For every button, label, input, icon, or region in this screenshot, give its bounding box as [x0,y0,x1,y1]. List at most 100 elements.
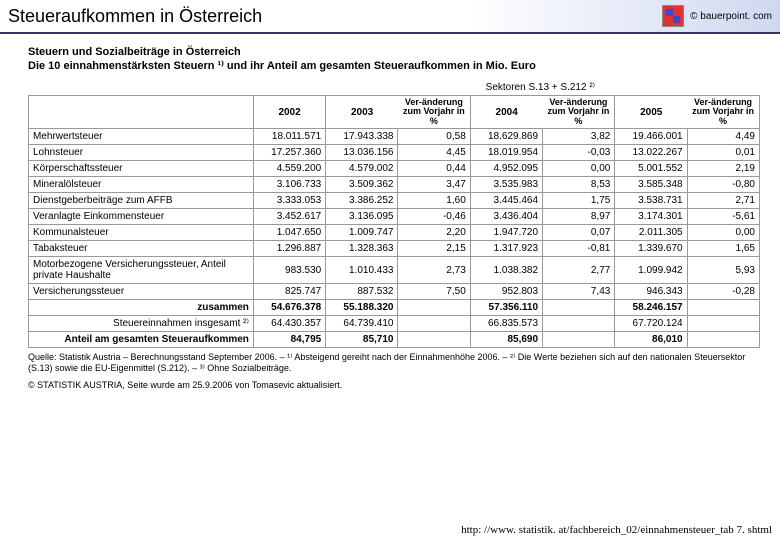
cell: 17.943.338 [326,129,398,145]
cell: 0,07 [543,225,615,241]
cell: 2,73 [398,257,470,284]
cell: -0,46 [398,209,470,225]
table-row: Dienstgeberbeiträge zum AFFB3.333.0533.3… [29,193,760,209]
cell: 3.174.301 [615,209,687,225]
cell: 3.386.252 [326,193,398,209]
cell: 1.317.923 [470,241,542,257]
cell [398,316,470,332]
cell: 2,20 [398,225,470,241]
cell: 3,47 [398,177,470,193]
cell: 3.509.362 [326,177,398,193]
table-title: Steuern und Sozialbeiträge in Österreich [28,46,760,58]
cell: 0,58 [398,129,470,145]
table-row: Kommunalsteuer1.047.6501.009.7472,201.94… [29,225,760,241]
footnotes: Quelle: Statistik Austria – Berechnungss… [28,352,760,374]
cell: 18.629.869 [470,129,542,145]
cell: 5,93 [687,257,759,284]
row-label: Versicherungssteuer [29,284,254,300]
cell: 64.430.357 [253,316,325,332]
cell: 1.328.363 [326,241,398,257]
cell: 3.436.404 [470,209,542,225]
source-url: http: //www. statistik. at/fachbereich_0… [461,524,772,536]
cell: -0,80 [687,177,759,193]
total-label: Anteil am gesamten Steueraufkommen [29,332,254,348]
cell [543,332,615,348]
table-row: Versicherungssteuer825.747887.5327,50952… [29,284,760,300]
table-row: Motorbezogene Versicherungssteuer, Antei… [29,257,760,284]
cell: 2.011.305 [615,225,687,241]
table-footer: zusammen54.676.37855.188.32057.356.11058… [29,300,760,348]
col-pct-2003: Ver-änderung zum Vorjahr in % [398,96,470,129]
cell: 17.257.360 [253,145,325,161]
row-label: Körperschaftssteuer [29,161,254,177]
cell: 3.106.733 [253,177,325,193]
cell: 5.001.552 [615,161,687,177]
table-row: Veranlagte Einkommensteuer3.452.6173.136… [29,209,760,225]
cell: 1.047.650 [253,225,325,241]
table-row: Mineralölsteuer3.106.7333.509.3623,473.5… [29,177,760,193]
cell: -0,28 [687,284,759,300]
cell: 8,53 [543,177,615,193]
tax-table: 2002 2003 Ver-änderung zum Vorjahr in % … [28,95,760,348]
cell: 983.530 [253,257,325,284]
cell: 7,43 [543,284,615,300]
page-title: Steueraufkommen in Österreich [8,6,262,27]
cell: 946.343 [615,284,687,300]
cell: -5,61 [687,209,759,225]
cell: 85,710 [326,332,398,348]
table-subtitle: Die 10 einnahmenstärksten Steuern ¹⁾ und… [28,59,760,72]
cell: 1.099.942 [615,257,687,284]
cell: 1,75 [543,193,615,209]
col-pct-2004: Ver-änderung zum Vorjahr in % [543,96,615,129]
cell: 8,97 [543,209,615,225]
cell: 13.036.156 [326,145,398,161]
cell [398,300,470,316]
cell: 3.535.983 [470,177,542,193]
cell: 3,82 [543,129,615,145]
cell: 887.532 [326,284,398,300]
table-row: Lohnsteuer17.257.36013.036.1564,4518.019… [29,145,760,161]
statistik-austria-note: © STATISTIK AUSTRIA, Seite wurde am 25.9… [28,380,760,390]
header-right: © bauerpoint. com [662,5,772,27]
row-label: Mineralölsteuer [29,177,254,193]
col-2004: 2004 [470,96,542,129]
col-2003: 2003 [326,96,398,129]
cell: 0,44 [398,161,470,177]
cell: 3.445.464 [470,193,542,209]
row-label: Veranlagte Einkommensteuer [29,209,254,225]
cell: 3.136.095 [326,209,398,225]
table-row: Körperschaftssteuer4.559.2004.579.0020,4… [29,161,760,177]
total-row: Anteil am gesamten Steueraufkommen84,795… [29,332,760,348]
cell: 825.747 [253,284,325,300]
cell: 3.585.348 [615,177,687,193]
cell: -0,81 [543,241,615,257]
col-pct-2005: Ver-änderung zum Vorjahr in % [687,96,759,129]
cell: 2,77 [543,257,615,284]
row-label: Tabaksteuer [29,241,254,257]
sectors-label: Sektoren S.13 + S.212 ²⁾ [321,82,760,93]
cell: 55.188.320 [326,300,398,316]
cell: 1.339.670 [615,241,687,257]
cell: 0,00 [687,225,759,241]
cell: 7,50 [398,284,470,300]
table-body: Mehrwertsteuer18.011.57117.943.3380,5818… [29,129,760,300]
cell: 54.676.378 [253,300,325,316]
cell [543,316,615,332]
logo-icon [662,5,684,27]
cell: 3.452.617 [253,209,325,225]
cell [687,300,759,316]
cell: 85,690 [470,332,542,348]
content-area: Steuern und Sozialbeiträge in Österreich… [0,34,780,390]
cell: 18.019.954 [470,145,542,161]
cell: 4.579.002 [326,161,398,177]
cell: 58.246.157 [615,300,687,316]
cell [687,316,759,332]
cell: 66.835.573 [470,316,542,332]
cell: 1.947.720 [470,225,542,241]
cell: 1.009.747 [326,225,398,241]
table-row: Mehrwertsteuer18.011.57117.943.3380,5818… [29,129,760,145]
cell: 3.333.053 [253,193,325,209]
cell: 1,65 [687,241,759,257]
copyright-text: © bauerpoint. com [690,11,772,22]
cell: 64.739.410 [326,316,398,332]
